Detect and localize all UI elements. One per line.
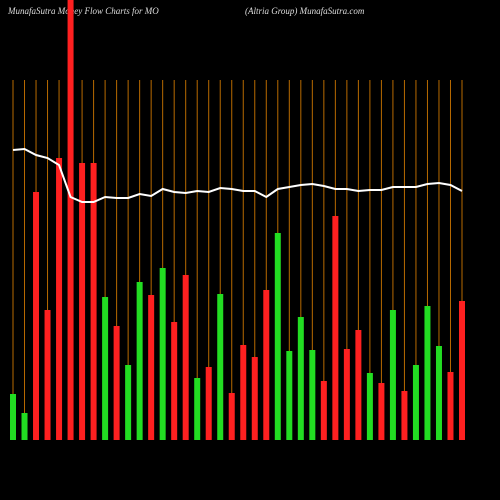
bar: [182, 275, 189, 440]
bar: [332, 216, 339, 440]
bar: [90, 163, 97, 440]
bar: [435, 346, 442, 440]
bar: [412, 365, 419, 440]
bar: [378, 383, 385, 440]
bar: [263, 290, 270, 440]
bar: [67, 0, 74, 440]
bar: [56, 158, 63, 440]
bar: [447, 372, 454, 440]
chart-title: MunafaSutra Money Flow Charts for MO: [7, 6, 159, 16]
bar: [217, 294, 224, 440]
bar: [205, 367, 212, 440]
bar: [113, 326, 120, 440]
bar: [79, 163, 86, 440]
chart-subtitle: (Altria Group) MunafaSutra.com: [245, 6, 365, 16]
bar: [389, 310, 396, 440]
bar: [297, 317, 304, 440]
bar: [424, 306, 431, 440]
bar: [343, 349, 350, 440]
bar: [286, 351, 293, 440]
bar: [194, 378, 201, 440]
bar: [401, 391, 408, 440]
money-flow-line: [12, 147, 463, 203]
bar: [44, 310, 51, 440]
bar: [240, 345, 247, 440]
bar: [228, 393, 235, 440]
bar: [102, 297, 109, 440]
bar: [251, 357, 258, 440]
bar: [171, 322, 178, 440]
bar: [10, 394, 16, 440]
bar: [125, 365, 132, 440]
bar: [366, 373, 373, 440]
bar: [33, 192, 40, 440]
bar: [136, 282, 143, 440]
bar: [148, 295, 155, 440]
bar: [320, 381, 327, 440]
bar: [159, 268, 166, 440]
bar: [355, 330, 362, 440]
bar: [459, 301, 465, 440]
bar: [274, 233, 281, 440]
bar: [309, 350, 316, 440]
bar: [21, 413, 28, 440]
